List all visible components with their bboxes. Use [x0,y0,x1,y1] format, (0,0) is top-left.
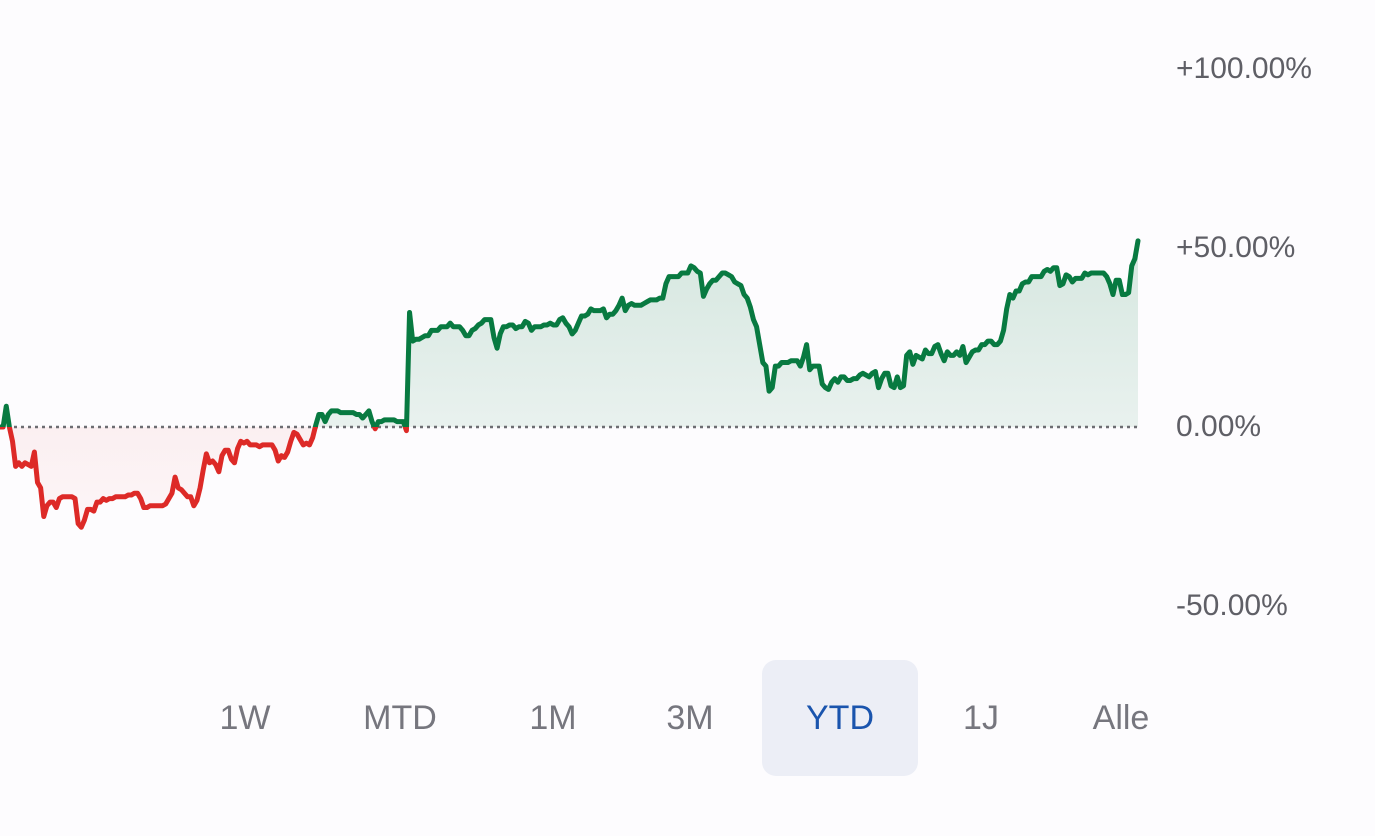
y-tick-label: +100.00% [1176,52,1312,85]
period-button-mtd[interactable]: MTD [363,698,437,737]
performance-chart [0,238,1141,530]
y-tick-label: 0.00% [1176,410,1262,443]
period-button-1m[interactable]: 1M [529,698,577,737]
period-button-1j[interactable]: 1J [963,698,999,737]
y-tick-label: +50.00% [1176,231,1296,264]
period-button-1w[interactable]: 1W [219,698,271,737]
performance-line-positive [0,238,1141,427]
y-tick-label: -50.00% [1176,589,1288,622]
period-button-3m[interactable]: 3M [666,698,714,737]
period-selector: 1W MTD 1M 3M YTD 1J Alle [0,656,1375,780]
period-button-ytd[interactable]: YTD [762,660,918,776]
period-button-alle[interactable]: Alle [1092,698,1150,737]
performance-line-negative [0,427,410,530]
negative-area-fill [0,427,1138,528]
